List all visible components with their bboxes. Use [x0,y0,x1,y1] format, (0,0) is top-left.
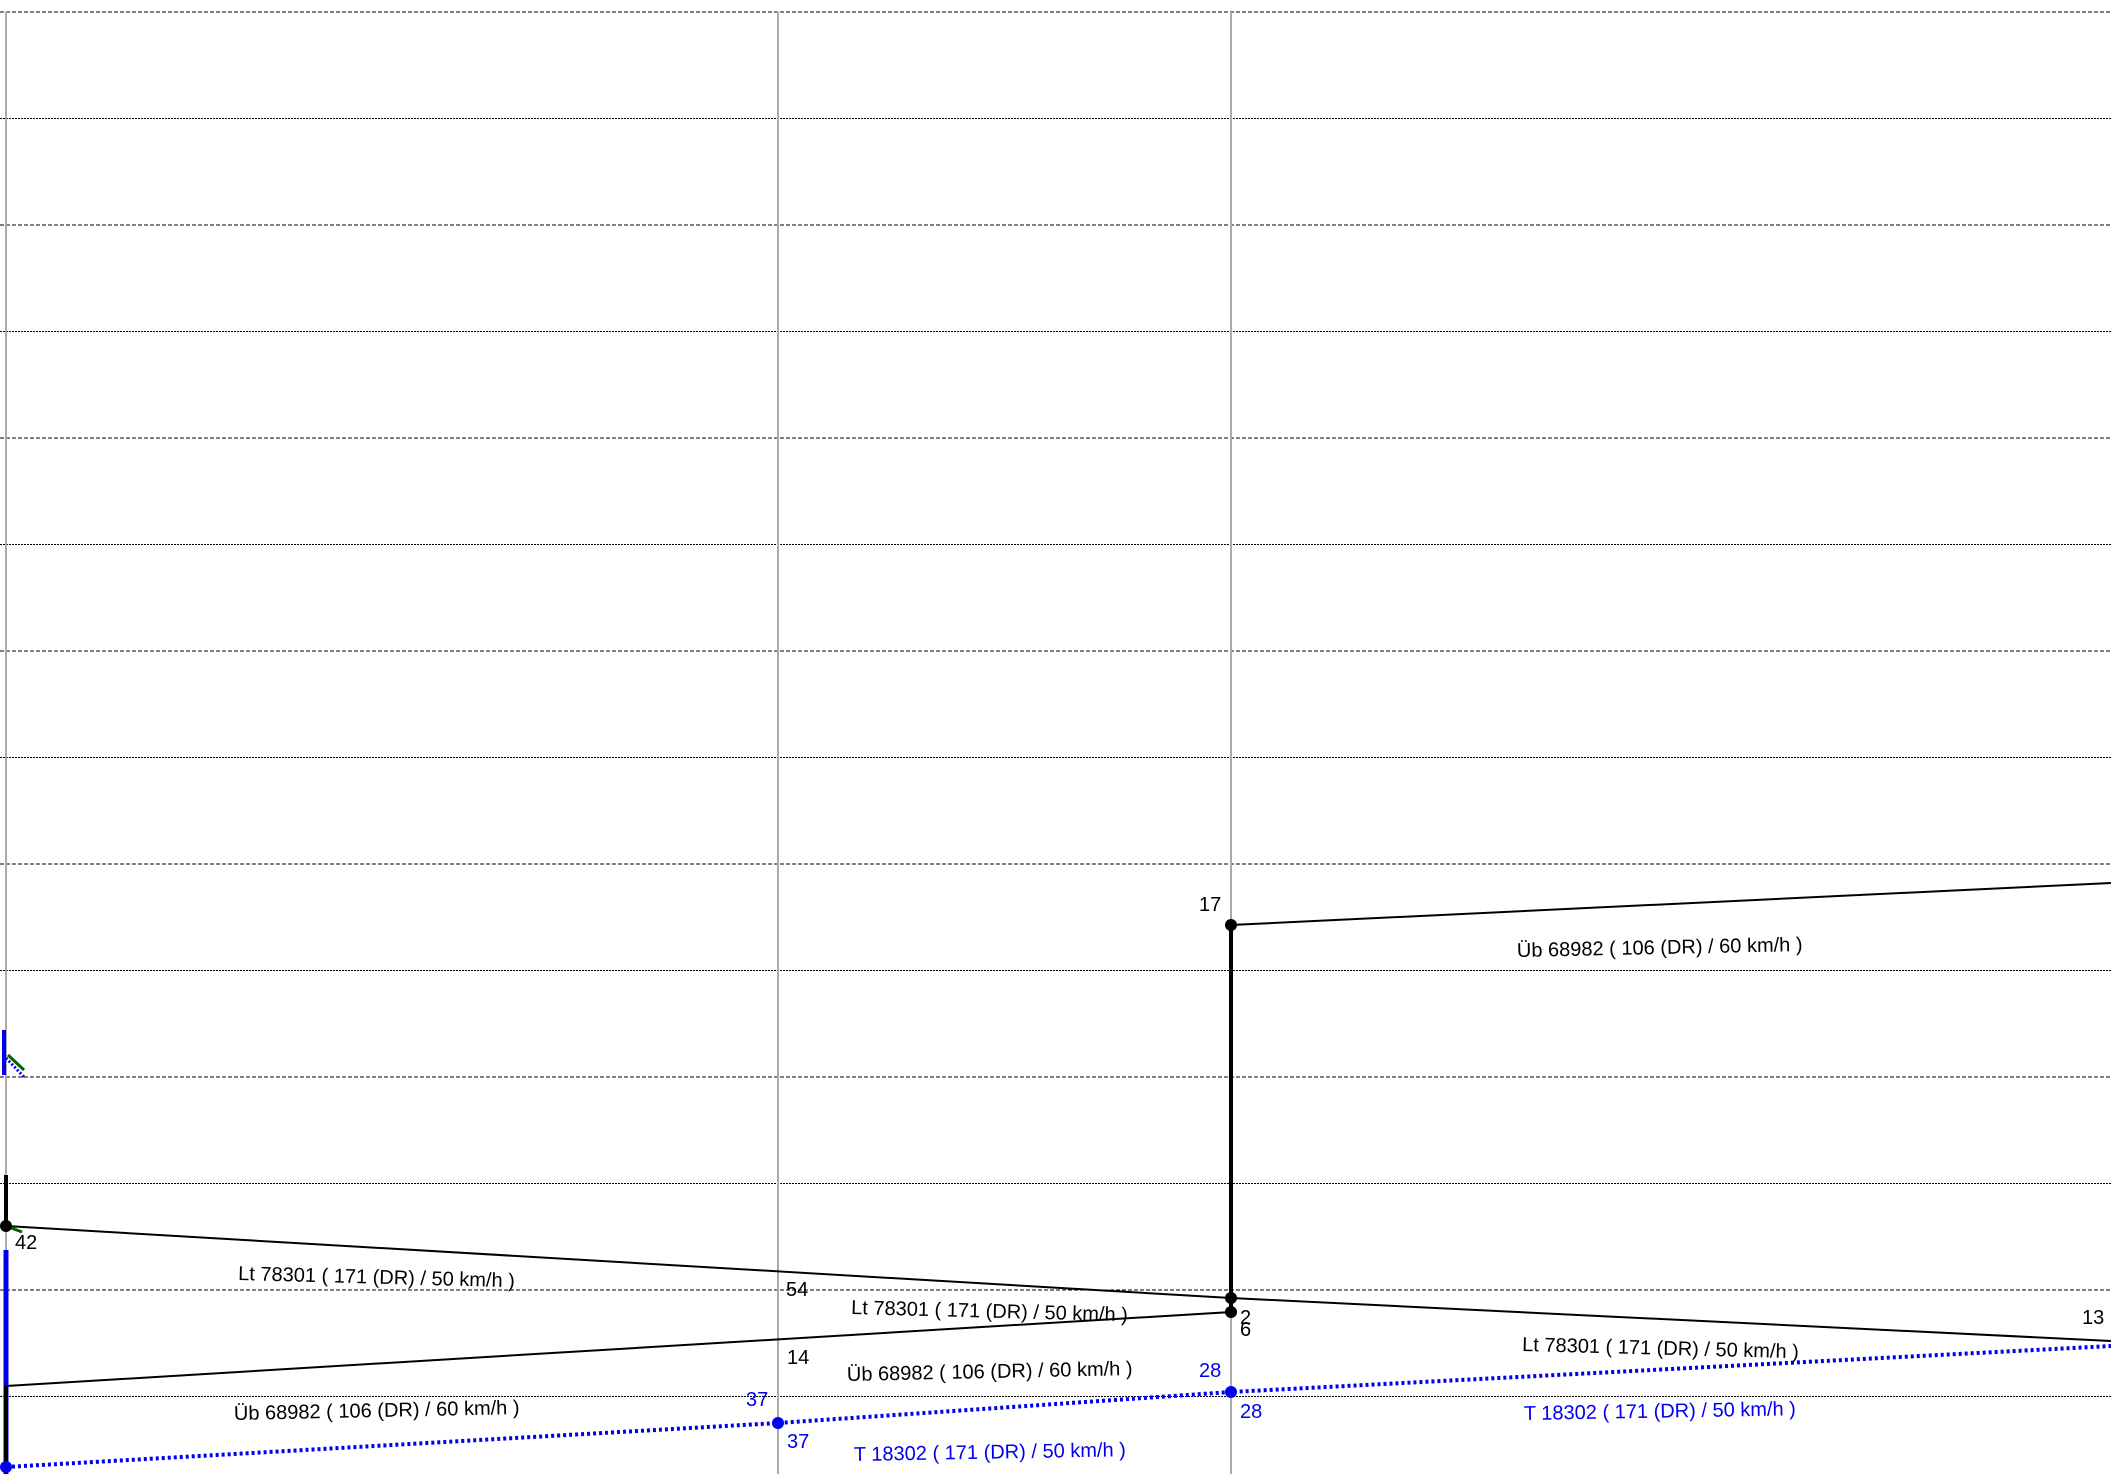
time-label-42: 42 [15,1232,37,1254]
time-label-54: 54 [786,1279,808,1301]
time-label-28-arr: 28 [1199,1360,1221,1382]
grid [0,11,2111,1474]
train-path [5,1344,2111,1469]
time-label-2: 2 [1240,1307,1251,1329]
segment-label-t18302-a: T 18302 ( 171 (DR) / 50 km/h ) [854,1439,1126,1466]
train-paths [2,882,2111,1474]
stop-marker [1225,919,1237,931]
offscreen-fragment [6,1053,26,1072]
offscreen-fragment [4,1056,26,1079]
stop-marker [0,1461,12,1473]
stop-marker [0,1220,12,1232]
segment-label-lt78301-c: Lt 78301 ( 171 (DR) / 50 km/h ) [1522,1334,1799,1363]
stop-marker [772,1417,784,1429]
labels: Lt 78301 ( 171 (DR) / 50 km/h ) Lt 78301… [15,894,2104,1466]
stop-markers [0,919,1237,1473]
time-label-17: 17 [1199,894,1221,916]
segment-label-lt78301-b: Lt 78301 ( 171 (DR) / 50 km/h ) [851,1297,1128,1326]
stop-marker [1225,1292,1237,1304]
segment-label-lt78301-a: Lt 78301 ( 171 (DR) / 50 km/h ) [238,1263,515,1292]
stop-marker [1225,1386,1237,1398]
time-label-14: 14 [787,1347,809,1369]
time-label-28-dep: 28 [1240,1401,1262,1423]
time-label-13: 13 [2082,1307,2104,1329]
segment-label-ub68982-b: Üb 68982 ( 106 (DR) / 60 km/h ) [847,1358,1133,1386]
time-label-37-dep: 37 [787,1431,809,1453]
segment-label-ub68982-c: Üb 68982 ( 106 (DR) / 60 km/h ) [1517,934,1803,962]
stop-marker [1225,1306,1237,1318]
time-label-37-arr: 37 [746,1389,768,1411]
segment-label-ub68982-a: Üb 68982 ( 106 (DR) / 60 km/h ) [234,1397,520,1425]
segment-label-t18302-b: T 18302 ( 171 (DR) / 50 km/h ) [1524,1398,1796,1425]
time-label-6: 6 [1240,1319,1251,1341]
